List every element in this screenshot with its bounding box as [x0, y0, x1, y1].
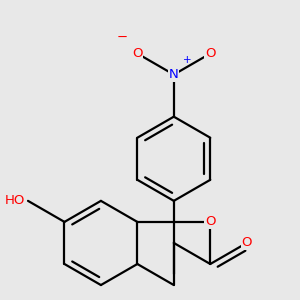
Text: +: +: [183, 55, 192, 65]
Text: O: O: [205, 47, 215, 60]
Text: O: O: [132, 47, 142, 60]
Text: O: O: [242, 236, 252, 250]
Text: N: N: [169, 68, 179, 81]
Text: −: −: [116, 31, 128, 44]
Text: O: O: [205, 215, 215, 228]
Text: HO: HO: [5, 194, 25, 207]
